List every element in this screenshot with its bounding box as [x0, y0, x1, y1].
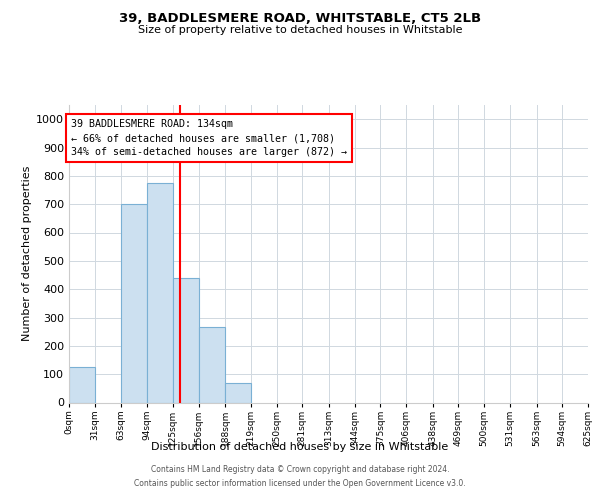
Text: 39 BADDLESMERE ROAD: 134sqm
← 66% of detached houses are smaller (1,708)
34% of : 39 BADDLESMERE ROAD: 134sqm ← 66% of det… [71, 119, 347, 157]
Text: 39, BADDLESMERE ROAD, WHITSTABLE, CT5 2LB: 39, BADDLESMERE ROAD, WHITSTABLE, CT5 2L… [119, 12, 481, 26]
Bar [225, 382, 251, 402]
Text: Contains HM Land Registry data © Crown copyright and database right 2024.
Contai: Contains HM Land Registry data © Crown c… [134, 466, 466, 487]
Y-axis label: Number of detached properties: Number of detached properties [22, 166, 32, 342]
Bar [147, 183, 173, 402]
Bar [69, 367, 95, 402]
Text: Distribution of detached houses by size in Whitstable: Distribution of detached houses by size … [151, 442, 449, 452]
Bar [199, 328, 225, 402]
Text: Size of property relative to detached houses in Whitstable: Size of property relative to detached ho… [138, 25, 462, 35]
Bar [121, 204, 147, 402]
Bar [173, 278, 199, 402]
